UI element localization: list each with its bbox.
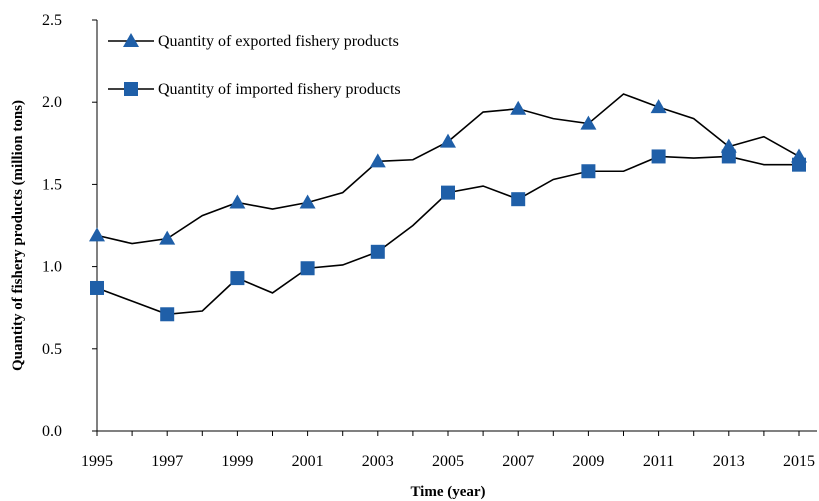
data-point-marker: [230, 271, 245, 286]
x-tick-label: 2003: [362, 453, 394, 470]
series-line: [96, 155, 799, 316]
y-tick-labels: 0.0 0.5 1.0 1.5 2.0 2.5: [42, 12, 97, 440]
series-line: [96, 93, 800, 245]
data-point-marker: [720, 138, 737, 153]
x-tick-label: 2007: [502, 453, 534, 470]
data-point-marker: [229, 194, 246, 209]
data-point-marker: [369, 153, 386, 168]
data-point-marker: [300, 261, 315, 276]
legend-label: Quantity of exported fishery products: [158, 33, 399, 50]
data-point-marker: [159, 230, 176, 245]
legend-marker: [124, 82, 138, 96]
x-tick-label: 2001: [292, 453, 324, 470]
legend-marker: [123, 33, 139, 47]
axes: [96, 20, 817, 432]
series-exported: [89, 93, 807, 245]
y-axis-label: Quantity of fishery products (million to…: [10, 100, 26, 371]
y-tick-label: 2.5: [42, 12, 62, 29]
legend-item: Quantity of imported fishery products: [108, 81, 401, 98]
legend: Quantity of exported fishery products Qua…: [108, 33, 401, 98]
y-tick-label: 0.5: [42, 341, 62, 358]
y-tick-label: 0.0: [42, 423, 62, 440]
data-point-marker: [299, 194, 316, 209]
x-tick-label: 2005: [432, 453, 464, 470]
data-point-marker: [441, 185, 455, 200]
y-tick-label: 1.5: [42, 176, 62, 193]
x-tick-label: 1995: [81, 453, 113, 470]
x-tick-label: 1997: [151, 453, 183, 470]
data-point-marker: [370, 244, 385, 259]
x-axis-label: Time (year): [410, 484, 485, 500]
data-point-marker: [89, 227, 105, 242]
data-point-marker: [510, 100, 527, 115]
legend-item: Quantity of exported fishery products: [108, 33, 399, 50]
series-layer: [89, 93, 807, 322]
data-point-marker: [440, 133, 456, 148]
x-tick-label: 2013: [713, 453, 745, 470]
data-point-marker: [580, 115, 597, 130]
x-tick-label: 1999: [221, 453, 253, 470]
data-point-marker: [160, 307, 175, 322]
data-point-marker: [90, 280, 104, 295]
data-point-marker: [511, 192, 526, 207]
data-point-marker: [792, 157, 806, 172]
x-tick-label: 2009: [572, 453, 604, 470]
x-tick-labels: 1995 1997 1999 2001 2003 2005 2007 2009 2011 2013…: [81, 431, 815, 470]
series-imported: [90, 149, 806, 322]
legend-label: Quantity of imported fishery products: [158, 81, 401, 98]
y-tick-label: 1.0: [42, 259, 62, 276]
data-point-marker: [581, 164, 596, 179]
data-point-marker: [721, 149, 736, 164]
y-tick-label: 2.0: [42, 94, 62, 111]
x-tick-label: 2011: [643, 453, 674, 470]
x-tick-label: 2015: [783, 453, 815, 470]
data-point-marker: [650, 99, 667, 114]
data-point-marker: [651, 149, 666, 164]
